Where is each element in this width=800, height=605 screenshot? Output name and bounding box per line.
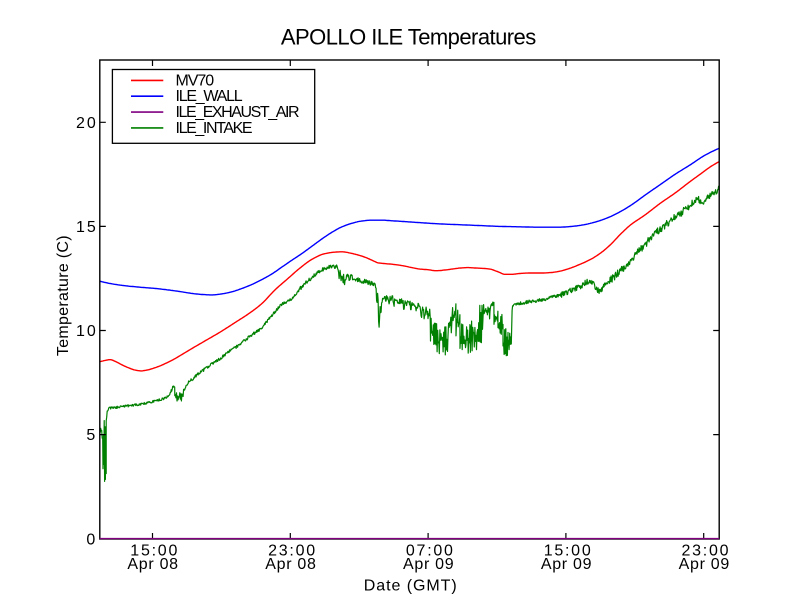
svg-text:0: 0: [86, 531, 95, 548]
svg-text:07:00: 07:00: [406, 543, 455, 560]
svg-text:Temperature (C): Temperature (C): [55, 235, 72, 356]
svg-text:ILE_WALL: ILE_WALL: [176, 88, 243, 105]
svg-text:Date (GMT): Date (GMT): [364, 578, 458, 595]
svg-text:Apr 08: Apr 08: [265, 556, 316, 573]
svg-text:20: 20: [76, 115, 98, 132]
svg-text:ILE_EXHAUST_AIR: ILE_EXHAUST_AIR: [176, 104, 299, 121]
svg-text:ILE_INTAKE: ILE_INTAKE: [176, 120, 252, 137]
svg-text:15: 15: [76, 219, 98, 236]
svg-text:15:00: 15:00: [544, 543, 593, 560]
svg-text:23:00: 23:00: [268, 543, 317, 560]
svg-text:Apr 09: Apr 09: [403, 556, 454, 573]
svg-text:23:00: 23:00: [682, 543, 731, 560]
svg-text:Apr 08: Apr 08: [127, 556, 178, 573]
svg-text:15:00: 15:00: [130, 543, 179, 560]
svg-text:Apr 09: Apr 09: [679, 556, 730, 573]
svg-text:10: 10: [76, 323, 98, 340]
svg-text:Apr 09: Apr 09: [541, 556, 592, 573]
svg-text:5: 5: [86, 427, 95, 444]
svg-text:APOLLO ILE Temperatures: APOLLO ILE Temperatures: [281, 25, 536, 50]
svg-text:MV70: MV70: [176, 72, 215, 89]
